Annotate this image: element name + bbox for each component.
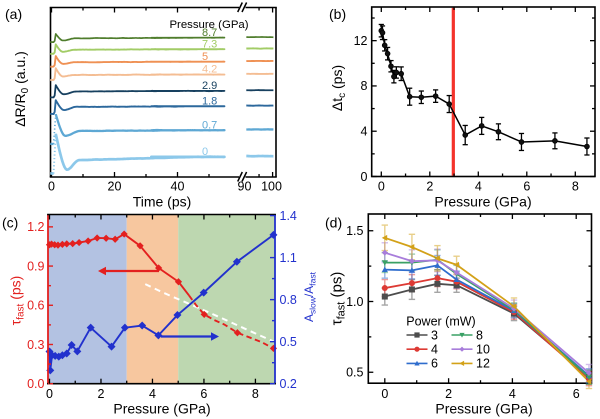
svg-text:6: 6 — [573, 387, 580, 401]
svg-text:4: 4 — [149, 387, 156, 401]
svg-text:20: 20 — [108, 180, 122, 194]
svg-text:ΔR/R0 (a.u.): ΔR/R0 (a.u.) — [12, 51, 31, 127]
svg-text:8: 8 — [572, 180, 579, 194]
svg-text:90: 90 — [238, 180, 252, 194]
svg-text:6: 6 — [200, 387, 207, 401]
svg-text:0: 0 — [381, 387, 388, 401]
svg-text:2: 2 — [426, 180, 433, 194]
svg-text:2: 2 — [445, 387, 452, 401]
svg-text:0: 0 — [202, 146, 208, 158]
svg-text:3: 3 — [431, 328, 438, 342]
svg-text:0.5: 0.5 — [346, 366, 363, 380]
svg-text:Pressure (GPa): Pressure (GPa) — [435, 401, 532, 417]
svg-text:0: 0 — [361, 170, 368, 184]
svg-text:0: 0 — [48, 180, 55, 194]
svg-text:0.6: 0.6 — [27, 299, 44, 313]
svg-text:12: 12 — [354, 34, 368, 48]
svg-text:Power (mW): Power (mW) — [406, 315, 475, 329]
svg-text:8: 8 — [476, 328, 483, 342]
svg-text:2: 2 — [98, 387, 105, 401]
svg-text:(a): (a) — [5, 6, 22, 22]
svg-text:8.7: 8.7 — [202, 27, 217, 39]
svg-text:(d): (d) — [325, 215, 342, 231]
svg-text:1.2: 1.2 — [27, 220, 44, 234]
svg-text:(b): (b) — [329, 6, 346, 22]
svg-text:0: 0 — [46, 387, 53, 401]
svg-text:0.3: 0.3 — [27, 338, 44, 352]
svg-text:12: 12 — [476, 357, 490, 371]
svg-text:0.7: 0.7 — [202, 119, 217, 131]
svg-text:0.5: 0.5 — [280, 335, 297, 349]
svg-text:4: 4 — [475, 180, 482, 194]
svg-text:100: 100 — [261, 180, 282, 194]
svg-text:8: 8 — [361, 79, 368, 93]
svg-text:0.2: 0.2 — [280, 377, 297, 391]
svg-text:1.8: 1.8 — [202, 96, 217, 108]
svg-text:0.9: 0.9 — [27, 259, 44, 273]
svg-text:7.3: 7.3 — [202, 38, 217, 50]
svg-text:0.0: 0.0 — [27, 377, 44, 391]
svg-text:5: 5 — [202, 51, 208, 63]
svg-text:6: 6 — [431, 357, 438, 371]
svg-text:0.8: 0.8 — [280, 293, 297, 307]
svg-text:1.4: 1.4 — [280, 209, 297, 223]
svg-text:40: 40 — [171, 180, 185, 194]
svg-text:Time (ps): Time (ps) — [133, 194, 192, 210]
svg-text:Pressure (GPa): Pressure (GPa) — [169, 19, 248, 31]
svg-text:1.5: 1.5 — [346, 224, 363, 238]
svg-text:2.9: 2.9 — [202, 80, 217, 92]
svg-text:8: 8 — [252, 387, 259, 401]
svg-text:4: 4 — [509, 387, 516, 401]
svg-text:4: 4 — [361, 125, 368, 139]
svg-text:Pressure (GPa): Pressure (GPa) — [113, 401, 210, 417]
svg-text:0: 0 — [378, 180, 385, 194]
svg-text:1.1: 1.1 — [280, 251, 297, 265]
svg-text:4.2: 4.2 — [202, 64, 217, 76]
svg-text:4: 4 — [431, 343, 438, 357]
svg-text:Δtc (ps): Δtc (ps) — [329, 65, 348, 111]
svg-text:6: 6 — [523, 180, 530, 194]
svg-text:(c): (c) — [2, 215, 18, 231]
svg-text:10: 10 — [476, 343, 490, 357]
svg-text:Pressure (GPa): Pressure (GPa) — [434, 194, 531, 210]
svg-text:1.0: 1.0 — [346, 295, 363, 309]
